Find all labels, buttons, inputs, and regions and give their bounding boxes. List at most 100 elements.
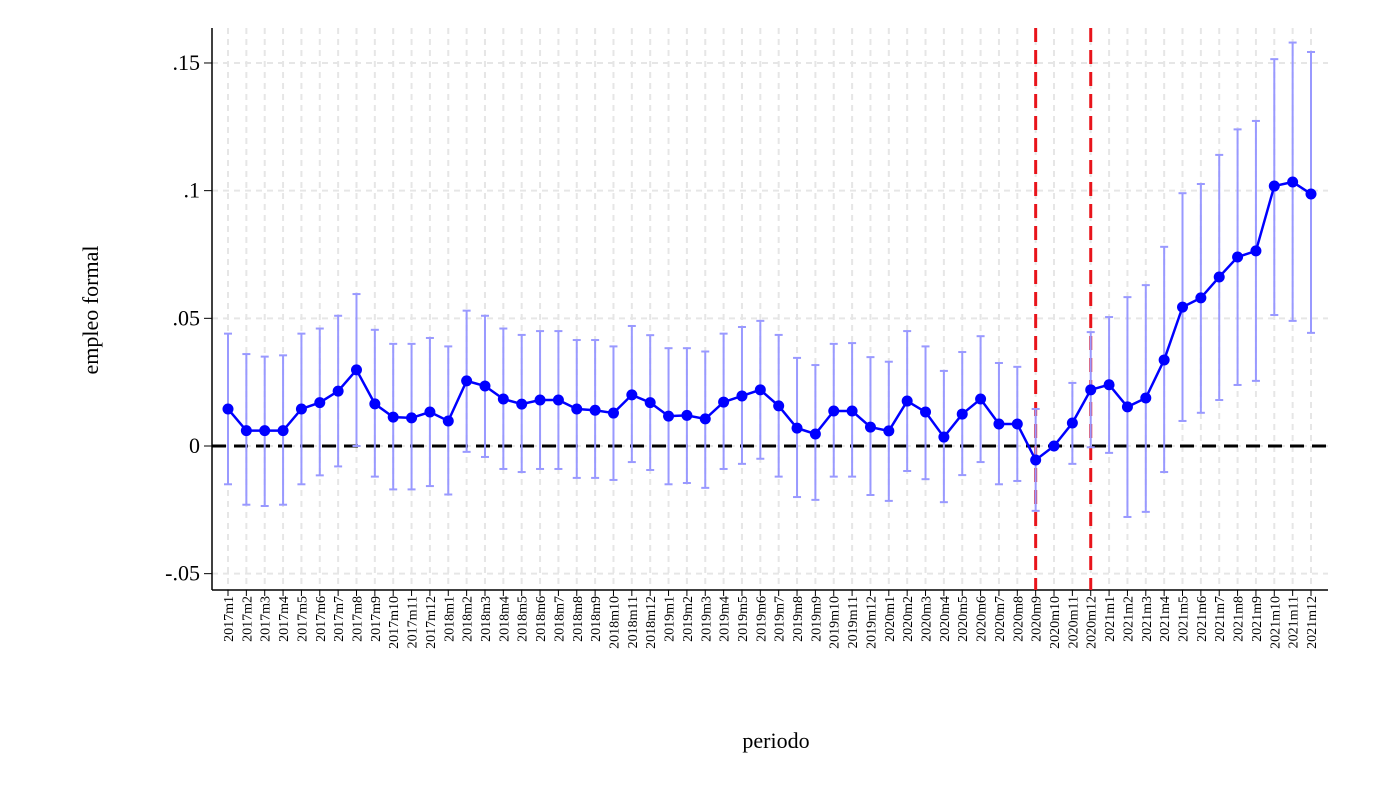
point: [1066, 417, 1078, 429]
point: [1048, 440, 1060, 452]
point: [607, 407, 619, 419]
y-axis-label: empleo formal: [78, 246, 103, 375]
point: [277, 425, 289, 437]
x-tick-label: 2017m1: [222, 596, 237, 642]
point: [938, 431, 950, 443]
point: [754, 384, 766, 396]
x-tick-label: 2018m2: [461, 596, 476, 642]
x-tick-label: 2017m6: [314, 596, 329, 642]
point: [956, 408, 968, 420]
point: [552, 394, 564, 406]
x-tick-label: 2018m3: [479, 596, 494, 642]
x-tick-label: 2019m12: [864, 596, 879, 649]
x-tick-label: 2018m5: [516, 596, 531, 642]
x-tick-label: 2020m12: [1085, 596, 1100, 649]
point: [442, 415, 454, 427]
x-tick-label: 2021m3: [1140, 596, 1155, 642]
point: [699, 413, 711, 425]
point: [516, 398, 528, 410]
point: [681, 409, 693, 421]
x-tick-label: 2017m3: [259, 596, 274, 642]
x-tick-label: 2018m4: [497, 596, 512, 642]
x-tick-label: 2018m9: [589, 596, 604, 642]
x-tick-label: 2020m4: [938, 596, 953, 642]
point: [663, 410, 675, 422]
x-tick-label: 2020m5: [956, 596, 971, 642]
x-tick-label: 2017m2: [240, 596, 255, 642]
x-tick-label: 2018m7: [552, 596, 567, 642]
point: [1232, 251, 1244, 263]
point: [369, 398, 381, 410]
point: [222, 403, 234, 415]
x-tick-label: 2017m9: [369, 596, 384, 642]
y-tick-label: .05: [173, 305, 201, 330]
point: [1085, 384, 1097, 396]
x-tick-label: 2018m11: [626, 596, 641, 648]
point: [314, 397, 326, 409]
x-tick-label: 2019m11: [846, 596, 861, 648]
x-tick-label: 2017m10: [387, 596, 402, 649]
point: [295, 403, 307, 415]
point: [993, 418, 1005, 430]
point: [773, 400, 785, 412]
point: [1011, 418, 1023, 430]
y-tick-label: -.05: [165, 561, 200, 586]
point: [571, 403, 583, 415]
point: [975, 393, 987, 405]
x-tick-label: 2019m4: [718, 596, 733, 642]
x-tick-label: 2019m7: [773, 596, 788, 642]
point: [240, 425, 252, 437]
point: [883, 425, 895, 437]
x-tick-label: 2019m8: [791, 596, 806, 642]
x-tick-label: 2021m7: [1213, 596, 1228, 642]
point: [497, 393, 509, 405]
point: [387, 411, 399, 423]
x-tick-label: 2020m11: [1066, 596, 1081, 648]
point: [1268, 180, 1280, 192]
x-tick-label: 2019m3: [699, 596, 714, 642]
point: [1213, 271, 1225, 283]
point: [1195, 292, 1207, 304]
x-tick-label: 2021m10: [1268, 596, 1283, 649]
y-tick-label: .15: [173, 50, 201, 75]
y-tick-label: .1: [184, 178, 201, 203]
point: [846, 405, 858, 417]
point: [589, 404, 601, 416]
point: [1140, 392, 1152, 404]
x-tick-label: 2017m8: [350, 596, 365, 642]
point: [828, 405, 840, 417]
point: [864, 421, 876, 433]
x-tick-label: 2020m10: [1048, 596, 1063, 649]
x-tick-label: 2019m2: [681, 596, 696, 642]
point: [534, 394, 546, 406]
x-tick-label: 2017m11: [406, 596, 421, 648]
point: [350, 364, 362, 376]
point: [718, 396, 730, 408]
point: [901, 395, 913, 407]
point: [1030, 454, 1042, 466]
point: [424, 406, 436, 418]
point: [736, 390, 748, 402]
x-tick-label: 2017m12: [424, 596, 439, 649]
x-tick-label: 2020m8: [1011, 596, 1026, 642]
x-tick-label: 2020m1: [883, 596, 898, 642]
x-tick-label: 2018m10: [607, 596, 622, 649]
point: [332, 385, 344, 397]
x-tick-label: 2021m6: [1195, 596, 1210, 642]
point: [809, 428, 821, 440]
x-tick-label: 2017m4: [277, 596, 292, 642]
x-tick-label: 2021m11: [1287, 596, 1302, 648]
x-tick-label: 2021m2: [1121, 596, 1136, 642]
x-tick-label: 2018m1: [442, 596, 457, 642]
x-tick-label: 2017m5: [295, 596, 310, 642]
point: [406, 412, 418, 424]
point: [1158, 354, 1170, 366]
x-tick-label: 2021m4: [1158, 596, 1173, 642]
point: [479, 380, 491, 392]
x-tick-label: 2017m7: [332, 596, 347, 642]
x-tick-label: 2020m9: [1030, 596, 1045, 642]
point: [626, 389, 638, 401]
x-tick-label: 2021m8: [1232, 596, 1247, 642]
x-tick-label: 2020m7: [993, 596, 1008, 642]
